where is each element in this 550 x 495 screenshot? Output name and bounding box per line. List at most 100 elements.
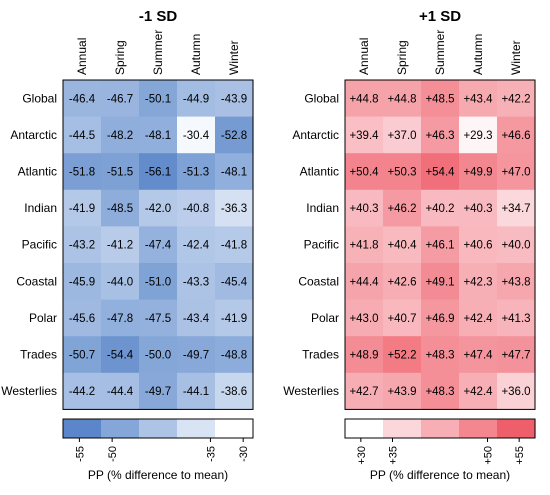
cell-value: +44.8 bbox=[349, 93, 378, 105]
heatmap-cell bbox=[459, 116, 498, 154]
heatmap-cell bbox=[383, 263, 422, 301]
heatmap-cell bbox=[421, 226, 460, 264]
heatmap-cell bbox=[215, 116, 254, 154]
heatmap-cell bbox=[345, 299, 384, 337]
cell-value: -51.0 bbox=[145, 276, 171, 288]
colorbar-segment bbox=[497, 419, 536, 438]
heatmap-cell bbox=[139, 263, 178, 301]
cell-value: +42.4 bbox=[463, 386, 493, 398]
heatmap-cell bbox=[101, 336, 140, 374]
heatmap-cell bbox=[215, 263, 254, 301]
heatmap-cell bbox=[139, 226, 178, 264]
cell-value: +48.9 bbox=[349, 350, 378, 362]
heatmap-cell bbox=[63, 263, 102, 301]
heatmap-cell bbox=[383, 372, 422, 410]
row-label: Polar bbox=[311, 311, 339, 325]
heatmap-cell bbox=[177, 116, 216, 154]
cell-value: -41.9 bbox=[221, 313, 247, 325]
heatmap-cell bbox=[101, 299, 140, 337]
heatmap-cell bbox=[497, 263, 536, 301]
heatmap-cell bbox=[63, 80, 102, 118]
column-label: Spring bbox=[113, 40, 127, 75]
heatmap-cell bbox=[139, 189, 178, 227]
heatmap-cell bbox=[421, 80, 460, 118]
heatmap-cell bbox=[345, 189, 384, 227]
column-label: Annual bbox=[357, 38, 371, 75]
colorbar-tick-label: +55 bbox=[514, 446, 526, 465]
cell-value: +48.3 bbox=[425, 350, 454, 362]
row-label: Polar bbox=[29, 311, 57, 325]
cell-value: -50.1 bbox=[145, 93, 171, 105]
cell-value: -43.9 bbox=[221, 93, 247, 105]
heatmap-cell bbox=[101, 263, 140, 301]
heatmap-cell bbox=[421, 336, 460, 374]
heatmap-cell bbox=[459, 153, 498, 191]
heatmap-cell bbox=[215, 336, 254, 374]
heatmap-cell bbox=[345, 153, 384, 191]
column-label: Spring bbox=[395, 40, 409, 75]
cell-value: +46.9 bbox=[425, 313, 454, 325]
cell-value: -51.5 bbox=[107, 167, 133, 179]
row-label: Indian bbox=[24, 201, 57, 215]
column-label: Winter bbox=[227, 40, 241, 75]
cell-value: +49.9 bbox=[463, 167, 492, 179]
row-label: Coastal bbox=[16, 274, 57, 288]
cell-value: +42.3 bbox=[463, 276, 492, 288]
cell-value: -44.4 bbox=[107, 386, 134, 398]
heatmap-cell bbox=[177, 189, 216, 227]
cell-value: +47.7 bbox=[501, 350, 530, 362]
column-label: Autumn bbox=[189, 34, 203, 75]
heatmap-cell bbox=[63, 153, 102, 191]
heatmap-cell bbox=[177, 226, 216, 264]
cell-value: +43.4 bbox=[463, 93, 493, 105]
cell-value: -51.3 bbox=[183, 167, 209, 179]
heatmap-cell bbox=[215, 226, 254, 264]
row-label: Trades bbox=[302, 348, 339, 362]
cell-value: -42.0 bbox=[145, 203, 171, 215]
heatmap-cell bbox=[215, 299, 254, 337]
heatmap-cell bbox=[215, 189, 254, 227]
panel-title: -1 SD bbox=[139, 8, 178, 25]
cell-value: -46.4 bbox=[69, 93, 96, 105]
column-label: Summer bbox=[433, 30, 447, 75]
colorbar-segment bbox=[421, 419, 460, 438]
heatmap-cell bbox=[497, 153, 536, 191]
cell-value: -43.3 bbox=[183, 276, 209, 288]
heatmap-cell bbox=[383, 226, 422, 264]
colorbar-segment bbox=[459, 419, 498, 438]
cell-value: -40.8 bbox=[183, 203, 209, 215]
cell-value: -41.2 bbox=[107, 240, 133, 252]
column-label: Annual bbox=[75, 38, 89, 75]
colorbar-segment bbox=[139, 419, 178, 438]
heatmap-cell bbox=[497, 226, 536, 264]
heatmap-cell bbox=[101, 80, 140, 118]
heatmap-cell bbox=[101, 153, 140, 191]
heatmap-cell bbox=[215, 153, 254, 191]
cell-value: -42.4 bbox=[183, 240, 210, 252]
colorbar-tick-label: +35 bbox=[388, 446, 400, 465]
heatmap-cell bbox=[459, 226, 498, 264]
cell-value: +52.2 bbox=[387, 350, 416, 362]
cell-value: -54.4 bbox=[107, 350, 134, 362]
cell-value: +29.3 bbox=[463, 130, 492, 142]
heatmap-cell bbox=[497, 80, 536, 118]
heatmap-cell bbox=[497, 336, 536, 374]
cell-value: +48.5 bbox=[425, 93, 454, 105]
cell-value: -44.5 bbox=[69, 130, 95, 142]
cell-value: -43.2 bbox=[69, 240, 95, 252]
cell-value: +42.7 bbox=[349, 386, 378, 398]
cell-value: -30.4 bbox=[183, 130, 210, 142]
row-label: Coastal bbox=[298, 274, 339, 288]
heatmap-cell bbox=[497, 299, 536, 337]
cell-value: +39.4 bbox=[349, 130, 379, 142]
heatmap-cell bbox=[459, 189, 498, 227]
cell-value: -48.1 bbox=[145, 130, 171, 142]
colorbar-tick-label: +30 bbox=[356, 446, 368, 465]
cell-value: +50.3 bbox=[387, 167, 416, 179]
cell-value: +50.4 bbox=[349, 167, 379, 179]
cell-value: -47.5 bbox=[145, 313, 171, 325]
heatmap-cell bbox=[177, 299, 216, 337]
cell-value: -45.4 bbox=[221, 276, 248, 288]
cell-value: +42.6 bbox=[387, 276, 416, 288]
heatmap-cell bbox=[383, 153, 422, 191]
